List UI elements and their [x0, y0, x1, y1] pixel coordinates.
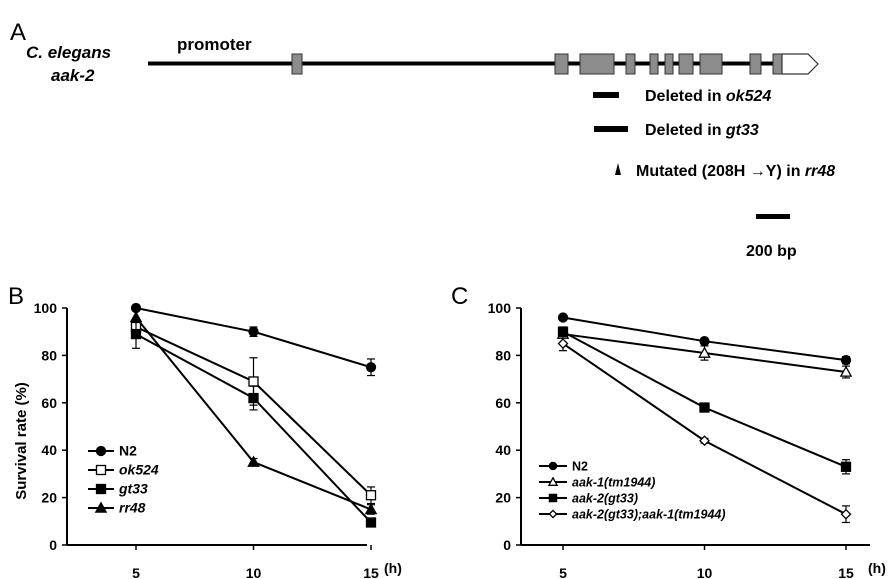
marker-diamond: [548, 509, 558, 519]
marker-diamond: [557, 338, 569, 349]
exon: [678, 53, 694, 75]
marker-square: [365, 517, 377, 528]
exon: [649, 53, 659, 75]
exon: [291, 53, 303, 75]
exons: [291, 53, 783, 75]
exon: [664, 53, 674, 75]
marker-triangle: [839, 365, 853, 377]
exon: [749, 53, 762, 75]
mutation-marker-icon: [615, 163, 621, 175]
deletion-ok524-text: Deleted in ok524: [645, 88, 771, 105]
legend-label: aak-2(gt33): [572, 492, 638, 506]
marker-square: [840, 461, 852, 472]
legend-label: rr48: [119, 500, 146, 516]
x-tick-label: 15: [363, 565, 379, 579]
x-tick-label: 5: [559, 565, 567, 579]
legend-label: ok524: [119, 462, 159, 478]
marker-circle: [95, 445, 107, 457]
panel-a: A C. elegans aak-2 promoter Deleted in o…: [10, 19, 835, 260]
chart-b-legend: N2 ok524 gt33 rr48: [88, 443, 159, 516]
exon: [772, 53, 783, 75]
legend-label: aak-2(gt33);aak-1(tm1944): [572, 508, 726, 522]
y-tick-label: 100: [34, 300, 58, 316]
marker-square: [548, 493, 558, 503]
panel-b-label: B: [8, 283, 24, 310]
deletion-ok524-bar: [593, 92, 619, 98]
utr-arrow: [781, 53, 819, 75]
marker-square: [699, 402, 710, 413]
exon: [699, 53, 723, 75]
y-tick-label: 100: [488, 300, 512, 316]
mutation-rr48-text: Mutated (208H →Y) in rr48: [636, 163, 835, 180]
marker-triangle: [129, 310, 143, 323]
legend-label: aak-1(tm1944): [572, 476, 655, 490]
gene-label: aak-2: [51, 66, 95, 85]
marker-triangle: [247, 455, 260, 467]
y-tick-label: 60: [495, 395, 511, 411]
marker-square: [557, 326, 569, 337]
marker-square: [365, 490, 377, 501]
promoter-label: promoter: [177, 35, 252, 54]
legend-label: N2: [119, 443, 137, 459]
marker-diamond: [699, 435, 710, 447]
marker-triangle: [364, 502, 378, 515]
marker-circle: [699, 336, 710, 347]
organism-label: C. elegans: [26, 43, 111, 62]
series-line: [135, 316, 372, 511]
marker-circle: [557, 312, 569, 323]
marker-square: [248, 392, 259, 404]
scale-bar: [756, 214, 790, 219]
y-tick-label: 40: [41, 442, 57, 458]
marker-square: [95, 464, 107, 476]
marker-triangle: [94, 501, 108, 513]
deletion-gt33-bar: [594, 126, 628, 132]
x-tick-label: 10: [697, 565, 713, 579]
marker-triangle: [547, 476, 559, 486]
scale-bar-label: 200 bp: [746, 243, 797, 260]
marker-triangle: [698, 346, 711, 358]
marker-diamond: [840, 508, 852, 520]
legend-label: gt33: [118, 481, 148, 497]
marker-square: [248, 376, 259, 387]
y-tick-label: 0: [49, 537, 57, 553]
x-tick-label: 15: [838, 565, 854, 579]
marker-circle: [840, 354, 852, 366]
y-tick-label: 80: [41, 347, 57, 363]
panel-c-label: C: [451, 283, 468, 310]
y-tick-label: 20: [495, 490, 511, 506]
marker-circle: [248, 326, 259, 337]
x-unit-label: (h): [384, 560, 402, 576]
y-tick-label: 60: [41, 395, 57, 411]
panel-c: C 0 20 40 60 80 100 5 10 15 (h) N2 aak-1(tm1944) aa…: [451, 283, 886, 579]
exon: [579, 53, 615, 75]
chart-c-plot: 0 20 40 60 80 100 5 10 15 (h): [488, 300, 886, 579]
panel-b: B Survival rate (%) 0 20 40 60 80 100 5 10 15 (h)…: [8, 283, 402, 579]
y-tick-label: 0: [503, 537, 511, 553]
x-tick-label: 10: [246, 565, 262, 579]
y-tick-label: 80: [495, 347, 511, 363]
marker-circle: [365, 362, 377, 373]
deletion-gt33-text: Deleted in gt33: [645, 122, 759, 139]
legend-label: N2: [572, 460, 588, 474]
marker-circle: [548, 461, 558, 471]
chart-c-legend: N2 aak-1(tm1944) aak-2(gt33) aak-2(gt33);aa…: [539, 460, 726, 522]
x-unit-label: (h): [868, 560, 886, 576]
exon: [625, 53, 636, 75]
marker-square: [130, 328, 142, 340]
x-tick-label: 5: [132, 565, 140, 579]
chart-b-plot: 0 20 40 60 80 100 5 10 15 (h): [34, 300, 402, 579]
panel-a-label: A: [10, 19, 26, 46]
exon: [554, 53, 569, 75]
y-tick-label: 20: [41, 490, 57, 506]
marker-square: [95, 483, 107, 495]
y-tick-label: 40: [495, 442, 511, 458]
y-axis-title: Survival rate (%): [13, 382, 30, 500]
